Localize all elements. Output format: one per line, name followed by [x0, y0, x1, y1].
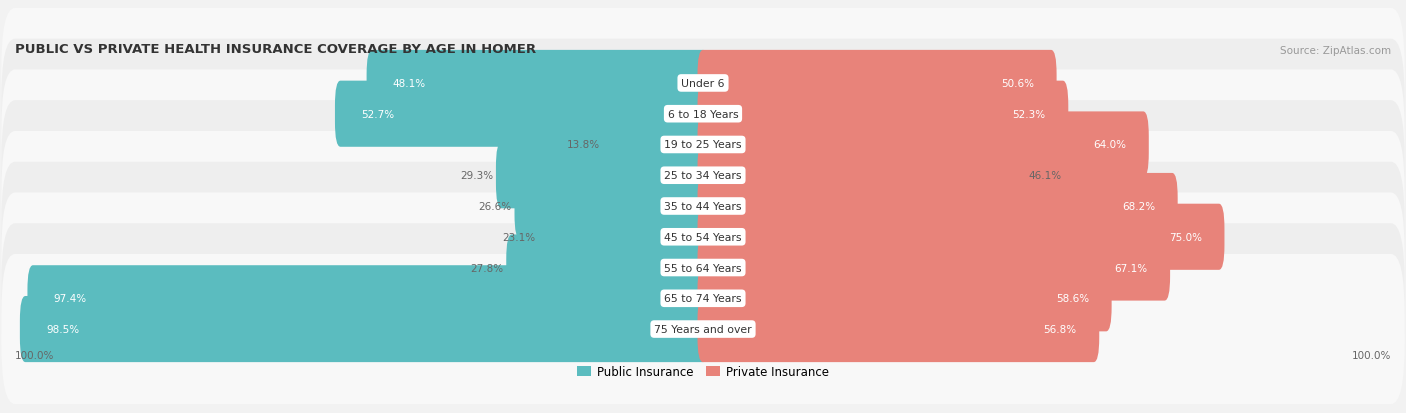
Legend: Public Insurance, Private Insurance: Public Insurance, Private Insurance — [574, 361, 832, 381]
Text: 100.0%: 100.0% — [15, 350, 55, 360]
Text: 52.3%: 52.3% — [1012, 109, 1046, 119]
FancyBboxPatch shape — [1, 101, 1405, 251]
Text: 35 to 44 Years: 35 to 44 Years — [664, 202, 742, 211]
FancyBboxPatch shape — [697, 143, 1025, 209]
FancyBboxPatch shape — [20, 296, 709, 362]
Text: 67.1%: 67.1% — [1115, 263, 1147, 273]
Text: 97.4%: 97.4% — [53, 294, 87, 304]
FancyBboxPatch shape — [515, 173, 709, 240]
FancyBboxPatch shape — [697, 204, 1225, 270]
Text: 75 Years and over: 75 Years and over — [654, 324, 752, 334]
Text: 50.6%: 50.6% — [1001, 79, 1033, 89]
FancyBboxPatch shape — [1, 224, 1405, 373]
Text: 56.8%: 56.8% — [1043, 324, 1077, 334]
FancyBboxPatch shape — [697, 81, 1069, 147]
FancyBboxPatch shape — [28, 266, 709, 332]
FancyBboxPatch shape — [603, 112, 709, 178]
Text: 45 to 54 Years: 45 to 54 Years — [664, 232, 742, 242]
FancyBboxPatch shape — [697, 112, 1149, 178]
Text: 13.8%: 13.8% — [567, 140, 600, 150]
Text: PUBLIC VS PRIVATE HEALTH INSURANCE COVERAGE BY AGE IN HOMER: PUBLIC VS PRIVATE HEALTH INSURANCE COVER… — [15, 43, 536, 56]
Text: 48.1%: 48.1% — [392, 79, 426, 89]
Text: 98.5%: 98.5% — [46, 324, 79, 334]
FancyBboxPatch shape — [1, 132, 1405, 281]
FancyBboxPatch shape — [367, 51, 709, 117]
FancyBboxPatch shape — [335, 81, 709, 147]
Text: 65 to 74 Years: 65 to 74 Years — [664, 294, 742, 304]
Text: 19 to 25 Years: 19 to 25 Years — [664, 140, 742, 150]
FancyBboxPatch shape — [697, 173, 1178, 240]
FancyBboxPatch shape — [538, 204, 709, 270]
FancyBboxPatch shape — [496, 143, 709, 209]
Text: 27.8%: 27.8% — [471, 263, 503, 273]
Text: 58.6%: 58.6% — [1056, 294, 1088, 304]
Text: 29.3%: 29.3% — [460, 171, 494, 181]
Text: 68.2%: 68.2% — [1122, 202, 1154, 211]
Text: 6 to 18 Years: 6 to 18 Years — [668, 109, 738, 119]
FancyBboxPatch shape — [697, 266, 1112, 332]
FancyBboxPatch shape — [697, 296, 1099, 362]
FancyBboxPatch shape — [697, 51, 1056, 117]
FancyBboxPatch shape — [1, 193, 1405, 343]
Text: 55 to 64 Years: 55 to 64 Years — [664, 263, 742, 273]
Text: Under 6: Under 6 — [682, 79, 724, 89]
FancyBboxPatch shape — [1, 162, 1405, 312]
Text: 46.1%: 46.1% — [1028, 171, 1062, 181]
FancyBboxPatch shape — [697, 235, 1170, 301]
Text: 52.7%: 52.7% — [361, 109, 394, 119]
Text: 25 to 34 Years: 25 to 34 Years — [664, 171, 742, 181]
Text: 75.0%: 75.0% — [1168, 232, 1202, 242]
Text: 100.0%: 100.0% — [1351, 350, 1391, 360]
FancyBboxPatch shape — [506, 235, 709, 301]
Text: 64.0%: 64.0% — [1092, 140, 1126, 150]
FancyBboxPatch shape — [1, 40, 1405, 189]
FancyBboxPatch shape — [1, 9, 1405, 159]
Text: 23.1%: 23.1% — [503, 232, 536, 242]
Text: Source: ZipAtlas.com: Source: ZipAtlas.com — [1279, 46, 1391, 56]
FancyBboxPatch shape — [1, 70, 1405, 220]
FancyBboxPatch shape — [1, 254, 1405, 404]
Text: 26.6%: 26.6% — [478, 202, 512, 211]
